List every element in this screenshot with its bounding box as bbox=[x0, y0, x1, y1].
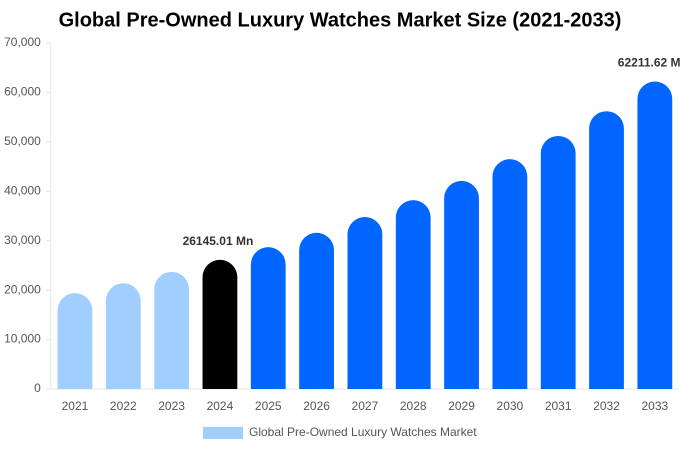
bar bbox=[395, 200, 431, 389]
chart-title: Global Pre-Owned Luxury Watches Market S… bbox=[59, 9, 622, 31]
bar bbox=[202, 259, 238, 389]
bar bbox=[299, 232, 334, 389]
bar bbox=[637, 81, 673, 389]
bar bbox=[540, 135, 576, 389]
bar bbox=[444, 180, 479, 389]
y-tick-label: 40,000 bbox=[4, 183, 41, 197]
bar bbox=[154, 271, 190, 389]
x-tick-label: 2026 bbox=[303, 399, 330, 413]
x-tick-label: 2032 bbox=[593, 399, 620, 413]
bar bbox=[105, 283, 141, 389]
x-tick-label: 2033 bbox=[641, 399, 668, 413]
value-label: 26145.01 Mn bbox=[183, 234, 254, 248]
bar bbox=[57, 293, 93, 389]
x-tick-label: 2025 bbox=[255, 399, 282, 413]
x-tick-label: 2031 bbox=[545, 399, 572, 413]
bar bbox=[492, 159, 528, 389]
y-tick-label: 0 bbox=[34, 381, 41, 395]
x-tick-label: 2028 bbox=[400, 399, 427, 413]
y-tick-label: 30,000 bbox=[4, 233, 41, 247]
x-tick-label: 2029 bbox=[448, 399, 475, 413]
y-tick-label: 60,000 bbox=[4, 85, 41, 99]
bar bbox=[589, 111, 624, 390]
legend-swatch bbox=[203, 427, 243, 439]
y-tick-label: 70,000 bbox=[4, 35, 41, 49]
x-tick-label: 2024 bbox=[207, 399, 234, 413]
x-tick-label: 2030 bbox=[497, 399, 524, 413]
x-tick-label: 2022 bbox=[110, 399, 137, 413]
x-tick-label: 2023 bbox=[158, 399, 185, 413]
x-tick-label: 2021 bbox=[62, 399, 89, 413]
value-label: 62211.62 Mn bbox=[618, 56, 680, 70]
legend-label: Global Pre-Owned Luxury Watches Market bbox=[249, 425, 477, 439]
y-tick-label: 50,000 bbox=[4, 134, 41, 148]
bar bbox=[250, 247, 286, 389]
y-tick-label: 20,000 bbox=[4, 282, 41, 296]
x-tick-label: 2027 bbox=[352, 399, 379, 413]
bar bbox=[347, 216, 383, 389]
y-tick-label: 10,000 bbox=[4, 332, 41, 346]
